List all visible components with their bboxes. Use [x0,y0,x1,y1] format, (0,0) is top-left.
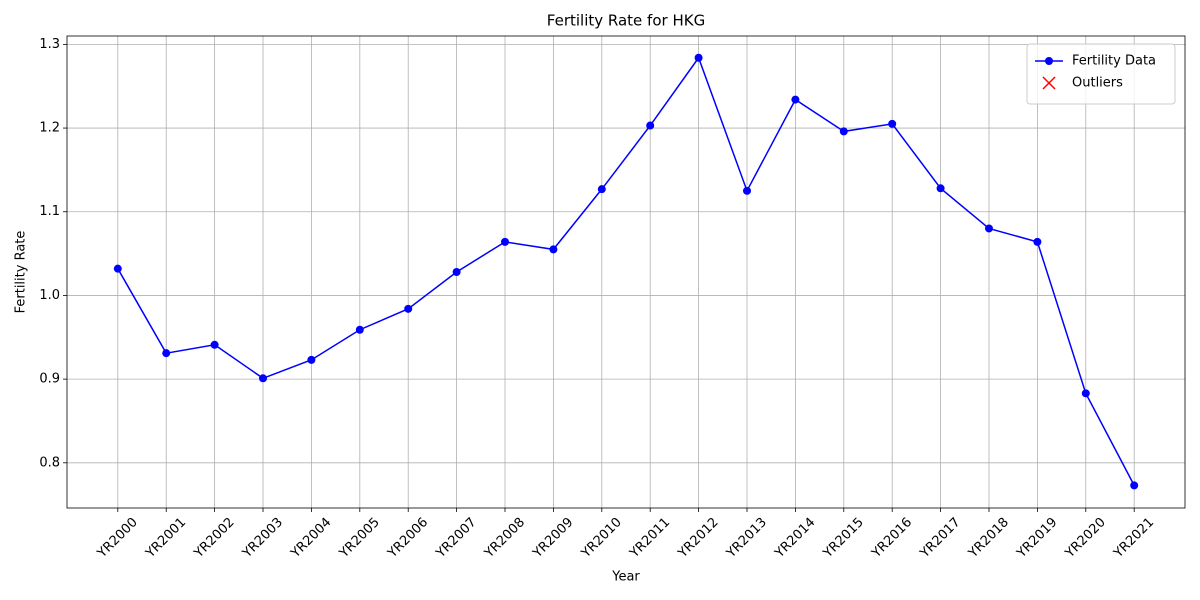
marker [355,325,364,334]
x-tick-label: YR2014 [772,515,819,562]
marker [936,184,945,193]
marker [162,349,171,358]
x-tick-label: YR2001 [143,515,190,562]
x-tick-label: YR2020 [1062,515,1109,562]
y-tick-label: 1.2 [39,121,60,136]
y-tick-label: 0.8 [39,455,60,470]
x-tick-label: YR2021 [1110,515,1157,562]
marker [742,186,751,195]
marker [404,304,413,313]
y-tick-label: 0.9 [39,372,60,387]
marker [597,185,606,194]
marker [501,237,510,246]
x-tick-label: YR2018 [965,515,1012,562]
x-tick-label: YR2017 [917,515,964,562]
x-tick-label: YR2005 [336,515,383,562]
marker [984,224,993,233]
x-tick-label: YR2004 [288,515,335,562]
x-tick-label: YR2016 [868,515,915,562]
x-tick-label: YR2007 [433,515,480,562]
x-tick-label: YR2012 [675,515,722,562]
x-tick-label: YR2000 [94,515,141,562]
x-tick-label: YR2006 [384,515,431,562]
y-tick-label: 1.1 [39,204,60,219]
marker [1081,389,1090,398]
marker [646,121,655,130]
legend-box [1026,43,1176,105]
x-tick-label: YR2013 [723,515,770,562]
chart-title: Fertility Rate for HKG [547,12,705,30]
y-axis-label: Fertility Rate [14,231,29,314]
marker [791,95,800,104]
x-tick-label: YR2009 [530,515,577,562]
x-tick-label: YR2019 [1014,515,1061,562]
marker [888,119,897,128]
x-tick-label: YR2015 [820,515,867,562]
marker [259,374,268,383]
x-tick-label: YR2002 [191,515,238,562]
marker [307,355,316,364]
y-tick-label: 1.0 [39,288,60,303]
legend-marker [1042,76,1056,90]
series-line [117,56,1135,486]
marker [1130,481,1139,490]
marker [210,340,219,349]
marker [694,53,703,62]
legend-marker [1045,57,1053,65]
legend-label: Fertility Data [1072,54,1156,69]
y-tick-label: 1.3 [39,37,60,52]
marker [839,127,848,136]
x-tick-label: YR2003 [239,515,286,562]
legend-label: Outliers [1072,76,1123,91]
x-tick-label: YR2010 [578,515,625,562]
marker [1033,237,1042,246]
marker [113,264,122,273]
x-tick-label: YR2008 [481,515,528,562]
plot-frame [66,35,1186,509]
marker [549,245,558,254]
x-tick-label: YR2011 [626,515,673,562]
marker [452,268,461,276]
x-axis-label: Year [611,570,640,585]
